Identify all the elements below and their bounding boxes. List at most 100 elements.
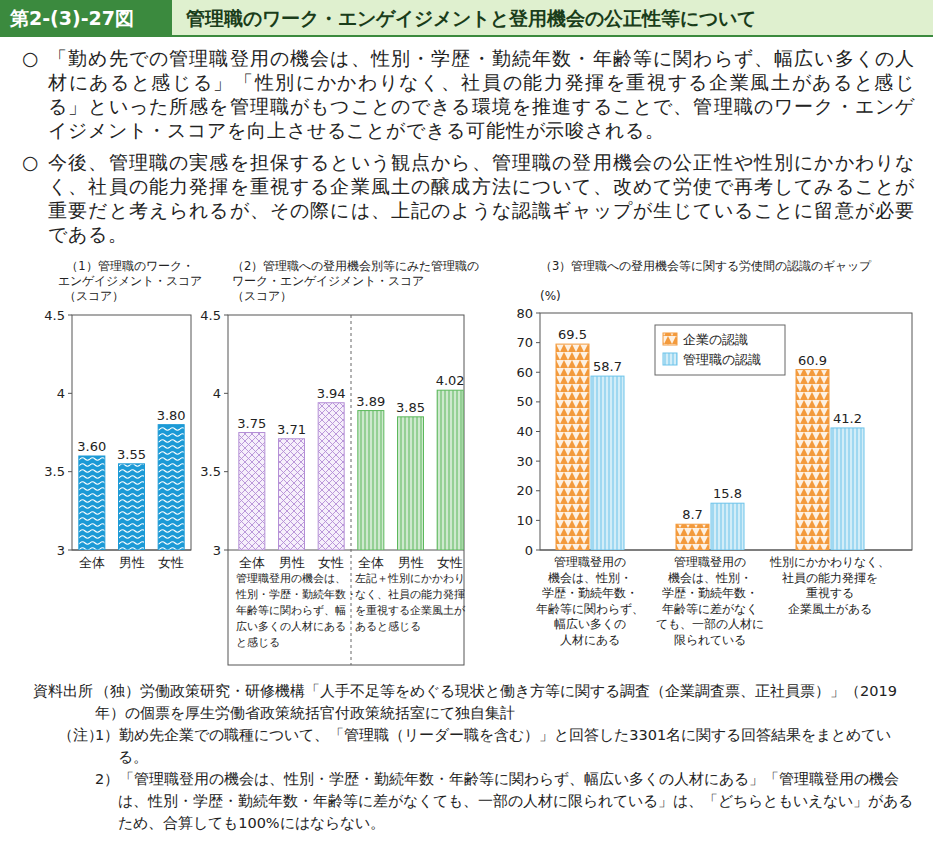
data-labels: 3.60 3.55 3.80 [77, 408, 185, 462]
data-label: 3.55 [117, 447, 146, 462]
group-annotation: 左記＋性別にかかわりなく、社員の能力発揮を重視する企業風土があると感じる [355, 572, 466, 632]
data-label: 3.94 [317, 386, 346, 401]
y-tick [536, 550, 540, 551]
bar [711, 503, 744, 550]
source-text: （独）労働政策研究・研修機構「人手不足等をめぐる現状と働き方等に関する調査（企業… [95, 680, 915, 724]
y-tick-label: 80 [516, 306, 533, 321]
x-tick-label: 男性 [398, 555, 424, 570]
header-rule [0, 35, 933, 37]
bullet: ○ [22, 150, 48, 246]
data-label: 3.71 [277, 422, 306, 437]
paragraph-text: 今後、管理職の実感を担保するという観点から、管理職の登用機会の公正性や性別にかか… [48, 150, 915, 246]
y-tick-label: 4 [213, 386, 221, 401]
y-tick [536, 372, 540, 373]
y-tick-label: 30 [516, 454, 533, 469]
data-label: 3.75 [237, 416, 266, 431]
header-bg [0, 0, 933, 36]
y-tick [224, 550, 228, 551]
bar [119, 464, 145, 550]
data-label: 3.89 [356, 394, 385, 409]
y-axis-label: （スコア） [64, 289, 124, 303]
x-tick-label: 全体 [239, 555, 265, 570]
summary: ○「勤め先での管理職登用の機会は、性別・学歴・勤続年数・年齢等に関わらず、幅広い… [22, 46, 915, 254]
header-badge [0, 0, 172, 36]
chart: （1）管理職のワーク・エンゲイジメント・スコア（スコア） 3 3.5 4 4.5 3.60… [44, 259, 202, 570]
x-tick-label: 全体 [79, 555, 105, 570]
summary-paragraph: ○今後、管理職の実感を担保するという観点から、管理職の登用機会の公正性や性別にか… [22, 150, 915, 246]
bar [556, 344, 589, 550]
bar [591, 376, 624, 550]
y-tick-label: 20 [516, 483, 533, 498]
note-item: 2）「管理職登用の機会は、性別・学歴・勤続年数・年齢等に関わらず、幅広い多くの人… [95, 768, 915, 834]
x-tick-label: 女性 [437, 555, 463, 570]
y-tick-label: 70 [516, 335, 533, 350]
x-tick-label: 管理職登用の機会は、性別・学歴・勤続年数・年齢等に関わらず、幅広い多くの人材にあ… [536, 555, 644, 647]
bar [318, 403, 344, 550]
bar [398, 417, 424, 550]
y-tick [224, 393, 228, 394]
y-tick-label: 3 [57, 543, 65, 558]
y-tick-label: 3.5 [200, 464, 221, 479]
y-tick [536, 520, 540, 521]
y-tick [224, 471, 228, 472]
data-label: 4.02 [436, 373, 465, 388]
legend-label: 企業の認識 [683, 332, 748, 347]
note-item: 1）勤め先企業での職種について、「管理職（リーダー職を含む）」と回答した3301… [95, 724, 915, 768]
y-tick [536, 461, 540, 462]
figure-number: 第2-(3)-27図 [9, 7, 134, 29]
data-label: 15.8 [713, 486, 742, 501]
y-axis-label: （スコア） [232, 289, 292, 303]
y-tick [536, 431, 540, 432]
x-tick-label: 女性 [158, 555, 184, 570]
bar [831, 428, 864, 550]
y-tick [536, 490, 540, 491]
y-tick [536, 313, 540, 314]
y-tick-label: 10 [516, 513, 533, 528]
source-label: 資料出所 [33, 680, 93, 702]
chart-title: （1）管理職のワーク・エンゲイジメント・スコア [58, 259, 202, 288]
plot-frame [72, 315, 191, 550]
y-tick [536, 342, 540, 343]
bullet: ○ [22, 46, 48, 142]
bar [239, 433, 265, 551]
y-tick [68, 393, 72, 394]
y-tick [68, 550, 72, 551]
y-tick-label: 4.5 [200, 308, 221, 323]
bar [279, 439, 305, 550]
y-tick-label: 3 [213, 543, 221, 558]
y-tick [536, 401, 540, 402]
data-label: 3.80 [157, 408, 186, 423]
y-axis-label: (%) [540, 289, 561, 303]
y-tick-label: 4.5 [44, 308, 65, 323]
chart: （3）管理職への登用機会等に関する労使間の認識のギャップ (%) 0 10 20 30 40… [516, 259, 912, 647]
bar [676, 524, 709, 550]
x-tick-label: 管理職登用の機会は、性別・学歴・勤続年数・年齢等に差がなくても、一部の人材に限ら… [656, 555, 764, 647]
data-label: 3.60 [77, 439, 106, 454]
chart-title: （3）管理職への登用機会等に関する労使間の認識のギャップ [540, 259, 872, 273]
y-tick-label: 0 [525, 543, 533, 558]
y-tick-label: 50 [516, 394, 533, 409]
chart: （2）管理職への登用機会別等にみた管理職のワーク・エンゲイジメント・スコア（スコ… [200, 259, 479, 665]
paragraph-text: 「勤め先での管理職登用の機会は、性別・学歴・勤続年数・年齢等に関わらず、幅広い多… [48, 46, 915, 142]
data-label: 41.2 [833, 411, 862, 426]
data-label: 60.9 [798, 353, 827, 368]
y-tick-label: 3.5 [44, 464, 65, 479]
plot-frame [540, 313, 912, 550]
legend-box [655, 325, 785, 375]
summary-paragraph: ○「勤め先での管理職登用の機会は、性別・学歴・勤続年数・年齢等に関わらず、幅広い… [22, 46, 915, 142]
y-tick [68, 471, 72, 472]
data-labels: 69.58.760.958.715.841.2 [558, 327, 862, 522]
y-tick-label: 60 [516, 365, 533, 380]
data-label: 8.7 [682, 507, 703, 522]
y-tick-label: 4 [57, 386, 65, 401]
x-tick-label: 全体 [358, 555, 384, 570]
y-tick [68, 315, 72, 316]
legend-swatch [663, 353, 677, 365]
y-tick-label: 40 [516, 424, 533, 439]
bar [796, 370, 829, 550]
figure-title: 管理職のワーク・エンゲイジメントと登用機会の公正性等について [185, 7, 756, 29]
bar [437, 390, 463, 550]
group-divider [351, 315, 352, 665]
bar [158, 425, 184, 550]
x-tick-label: 性別にかかわりなく、社員の能力発揮を重視する企業風土がある [769, 555, 890, 616]
